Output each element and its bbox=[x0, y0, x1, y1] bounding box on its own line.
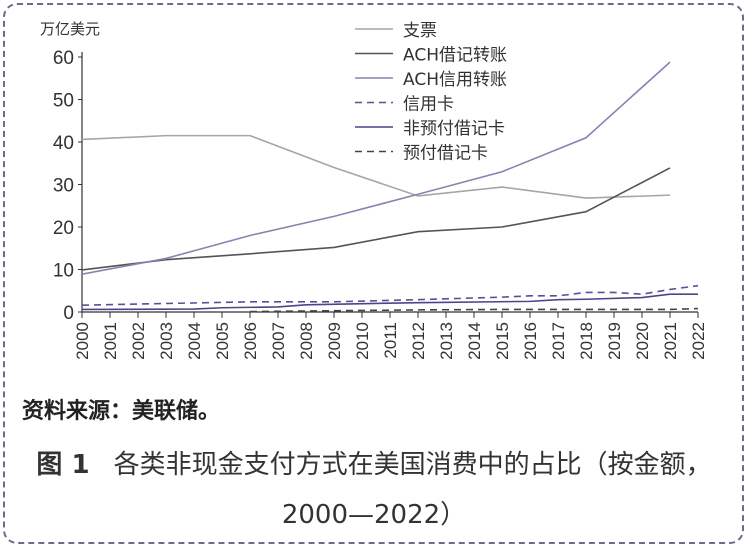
figure-frame bbox=[3, 3, 744, 544]
source-note: 资料来源：美联储。 bbox=[22, 398, 221, 424]
x-tick-label: 2010 bbox=[353, 322, 372, 360]
y-tick-label: 60 bbox=[53, 48, 74, 69]
y-axis-label: 万亿美元 bbox=[40, 20, 100, 38]
x-tick-label: 2021 bbox=[661, 322, 680, 360]
x-tick-label: 2007 bbox=[269, 322, 288, 360]
y-tick-label: 20 bbox=[53, 218, 74, 239]
y-tick-label: 30 bbox=[53, 176, 74, 197]
x-tick-label: 2009 bbox=[325, 322, 344, 360]
series-line bbox=[81, 134, 671, 199]
x-tick-label: 2006 bbox=[241, 322, 260, 360]
legend-label: 信用卡 bbox=[403, 95, 454, 115]
x-tick-label: 2020 bbox=[633, 322, 652, 360]
legend-label: ACH借记转账 bbox=[403, 46, 507, 66]
series-line bbox=[81, 293, 698, 311]
x-tick-label: 2008 bbox=[297, 322, 316, 360]
x-tick-label: 2001 bbox=[101, 322, 120, 360]
series-line bbox=[249, 307, 699, 313]
legend-label: 支票 bbox=[403, 21, 437, 41]
x-tick-label: 2014 bbox=[465, 322, 484, 360]
x-tick-label: 2022 bbox=[689, 322, 708, 360]
x-tick-label: 2018 bbox=[577, 322, 596, 360]
line-chart: 万亿美元 0 10 20 30 40 50 60 2000 2001 2002 2003 2004 200… bbox=[40, 20, 708, 360]
legend-label: ACH信用转账 bbox=[403, 70, 507, 90]
series-line bbox=[81, 284, 699, 306]
x-tick-label: 2013 bbox=[437, 322, 456, 360]
series-line bbox=[81, 167, 671, 271]
series-line bbox=[81, 61, 671, 275]
x-tick-label: 2017 bbox=[549, 322, 568, 360]
x-tick-label: 2019 bbox=[605, 322, 624, 360]
x-tick-label: 2016 bbox=[521, 322, 540, 360]
figure-title: 各类非现金支付方式在美国消费中的占比（按金额，2000—2022） bbox=[113, 450, 712, 530]
figure-label: 图 1 bbox=[36, 450, 90, 480]
y-tick-label: 50 bbox=[53, 91, 74, 112]
legend-label: 非预付借记卡 bbox=[403, 119, 505, 139]
x-tick-label: 2011 bbox=[381, 322, 400, 359]
legend-label: 预付借记卡 bbox=[403, 144, 488, 164]
x-tick-label: 2015 bbox=[493, 322, 512, 360]
y-tick-label: 40 bbox=[53, 133, 74, 154]
x-tick-label: 2000 bbox=[73, 322, 92, 360]
y-tick-label: 0 bbox=[63, 303, 74, 324]
y-tick-label: 10 bbox=[53, 261, 74, 282]
x-tick-label: 2002 bbox=[129, 322, 148, 360]
x-tick-label: 2003 bbox=[157, 322, 176, 360]
x-tick-label: 2004 bbox=[185, 322, 204, 360]
figure-caption: 图 1 各类非现金支付方式在美国消费中的占比（按金额，2000—2022） bbox=[18, 440, 730, 540]
x-tick-label: 2012 bbox=[409, 322, 428, 360]
x-tick-label: 2005 bbox=[213, 322, 232, 360]
